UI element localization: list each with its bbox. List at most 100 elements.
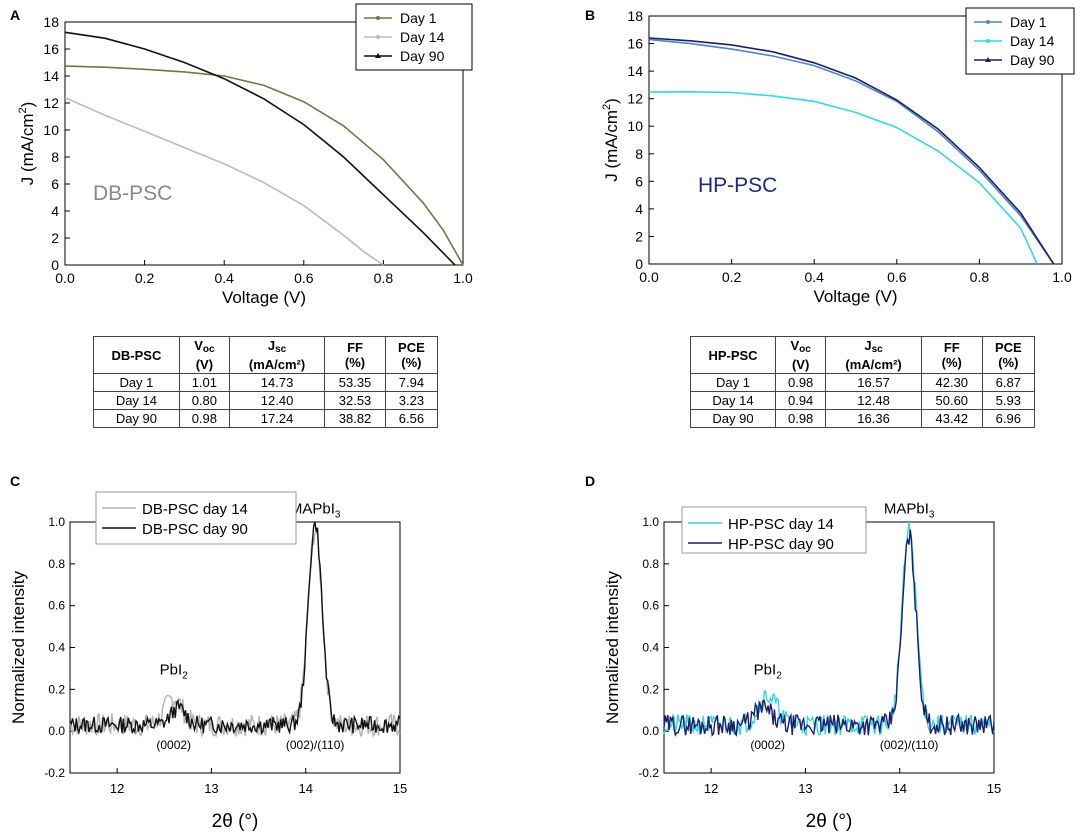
peak-label-main: PbI (160, 662, 183, 679)
x-axis-label: Voltage (V) (222, 288, 306, 307)
y-tick-label: -0.2 (44, 766, 65, 780)
y-tick-label: 0.2 (642, 682, 659, 696)
y-tick-label: 12 (627, 91, 643, 107)
peak-label-main: MAPbI (884, 501, 929, 518)
header-main: FF (347, 340, 363, 355)
series-line-day-90 (64, 31, 456, 266)
x-axis-label: 2θ (°) (212, 811, 259, 832)
plot-frame (64, 21, 464, 266)
y-tick-label: 6 (635, 173, 643, 189)
series-line-day-1 (64, 65, 464, 266)
legend-box (681, 506, 867, 554)
device-annotation: DB-PSC (93, 182, 172, 205)
header-main: J (267, 338, 276, 353)
table-header-row: HP-PSC Voc (V) Jsc (mA/cm²) FF (%) PCE (%) (689, 336, 1036, 374)
series-line-day-1 (648, 38, 1055, 265)
x-axis-label: Voltage (V) (813, 287, 897, 306)
series-line-hp-psc-day-90 (663, 529, 995, 737)
legend-label: Day 90 (1010, 52, 1055, 68)
y-tick-label: 14 (627, 63, 643, 79)
header-main: PCE (994, 340, 1022, 355)
header-main: HP-PSC (708, 347, 758, 363)
y-tick-label: 8 (635, 146, 643, 162)
series-line-day-90 (648, 37, 1055, 265)
y-tick-label: 0 (635, 256, 643, 272)
y-axis-label: J (mA/cm2) (601, 98, 621, 182)
plane-label: (0002) (750, 738, 785, 752)
table-hp-psc-parameters: HP-PSC Voc (V) Jsc (mA/cm²) FF (%) PCE (%) Day 1… (689, 336, 1036, 428)
chart-d-xrd-hp-psc: 12 13 14 15 -0.2 0.0 0.2 0.4 0.6 0.8 1.0 2θ (°) Norm… (603, 501, 1001, 832)
y-tick-label: -0.2 (638, 766, 659, 780)
x-tick-label: 14 (892, 781, 906, 796)
y-tick-label: 2 (635, 228, 643, 244)
legend-label: Day 1 (400, 10, 437, 26)
table-cell: 16.57 (825, 373, 922, 392)
y-tick-label: 4 (635, 201, 643, 217)
legend-label: Day 14 (1010, 33, 1055, 49)
header-unit: (%) (941, 355, 962, 370)
header-unit: (mA/cm²) (845, 357, 902, 372)
legend-marker (986, 39, 990, 43)
legend-marker (376, 16, 380, 20)
legend-label: Day 14 (400, 29, 445, 45)
peak-label-sub: 3 (335, 510, 341, 521)
series-line-db-psc-day-14 (69, 529, 401, 738)
legend-box (95, 491, 297, 545)
plot-frame (69, 521, 401, 774)
y-tick-label: 0.6 (642, 599, 659, 613)
y-axis-label-main: J (mA/cm (18, 114, 37, 186)
panel-label-b: B (585, 7, 595, 23)
table-row: Day 14 0.80 12.40 32.53 3.23 (93, 391, 439, 410)
table-cell: 0.80 (178, 391, 230, 410)
y-tick-label: 10 (43, 122, 59, 138)
header-unit: (V) (195, 357, 214, 372)
plot-frame (663, 521, 995, 774)
x-tick-label: 15 (393, 781, 407, 796)
table-header-cell: Voc (V) (775, 336, 827, 374)
table-row: Day 90 0.98 16.36 43.42 6.96 (689, 409, 1036, 428)
table-row: Day 14 0.94 12.48 50.60 5.93 (689, 391, 1036, 410)
plane-label: (0002) (156, 738, 191, 752)
y-tick-label: 0.0 (48, 724, 65, 738)
header-main: FF (943, 340, 960, 355)
x-tick-label: 0.0 (55, 270, 75, 286)
header-unit: (V) (791, 357, 810, 372)
y-tick-label: 16 (627, 36, 643, 52)
table-cell: 6.96 (981, 409, 1036, 428)
x-tick-label: 0.2 (135, 270, 155, 286)
table-row-label: Day 14 (689, 391, 777, 410)
x-tick-label: 12 (110, 781, 124, 796)
series-line-db-psc-day-90 (69, 521, 401, 735)
header-main: DB-PSC (111, 347, 162, 363)
table-header-cell: PCE (%) (981, 336, 1036, 374)
y-tick-label: 4 (51, 203, 59, 219)
header-sub: oc (202, 344, 215, 355)
x-tick-label: 0.0 (639, 269, 659, 285)
chart-b-jv-hp-psc: 0.0 0.2 0.4 0.6 0.8 1.0 0 2 4 6 8 10 12 14 16 18 Voltage… (601, 7, 1075, 306)
panel-label-d: D (585, 473, 595, 489)
y-tick-label: 1.0 (642, 515, 659, 529)
table-row-label: Day 90 (93, 409, 180, 428)
x-tick-label: 12 (704, 781, 718, 796)
y-axis-label: Normalized intensity (603, 570, 622, 724)
legend-label: DB-PSC day 14 (142, 501, 248, 518)
y-tick-label: 8 (51, 149, 59, 165)
x-tick-label: 0.4 (214, 270, 234, 286)
table-cell: 5.93 (981, 391, 1036, 410)
x-tick-label: 15 (987, 781, 1001, 796)
legend-label: Day 1 (1010, 14, 1047, 30)
table-cell: 16.36 (825, 409, 922, 428)
peak-label-main: PbI (754, 662, 777, 679)
legend: DB-PSC day 14 DB-PSC day 90 (95, 491, 297, 545)
x-tick-label: 0.6 (887, 269, 907, 285)
x-tick-label: 13 (798, 781, 812, 796)
table-header-cell: FF (%) (920, 336, 983, 374)
header-sub: sc (275, 344, 287, 355)
x-tick-label: 0.4 (804, 269, 824, 285)
peak-label: MAPbI3 (290, 501, 341, 521)
x-tick-label: 14 (298, 781, 312, 796)
x-tick-label: 0.8 (374, 270, 394, 286)
header-unit: (mA/cm²) (248, 357, 306, 372)
legend-label: DB-PSC day 90 (142, 521, 248, 538)
